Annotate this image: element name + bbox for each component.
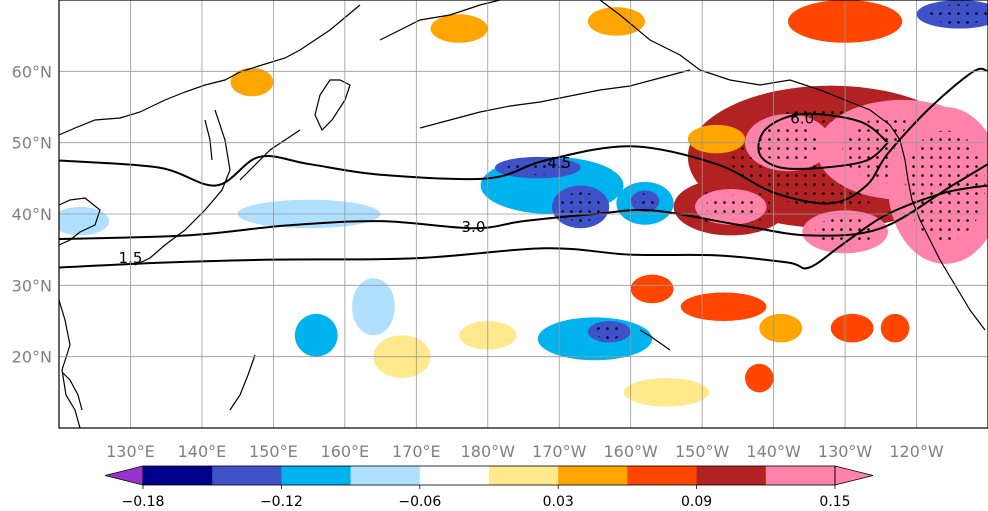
anomaly-patch <box>880 313 910 343</box>
coastline-east-asia <box>59 4 361 136</box>
contour-line-1-5 <box>59 184 988 270</box>
lon-tick-label: 160°E <box>321 442 370 461</box>
lon-tick-label: 170°W <box>532 442 587 461</box>
anomaly-patch <box>680 292 767 321</box>
map-frame <box>58 0 988 429</box>
lon-tick-label: 150°W <box>675 442 730 461</box>
latitude-tick-labels: 20°N 30°N 40°N 50°N 60°N <box>12 62 52 366</box>
lat-tick-label: 20°N <box>12 348 52 367</box>
coastline-layer <box>59 0 986 428</box>
colorbar-segment <box>696 466 767 485</box>
contour-line-6-0 <box>757 112 889 170</box>
longitude-tick-labels: 130°E 140°E 150°E 160°E 170°E 180°W 170°W 160°W… <box>106 442 944 461</box>
coastline-hawaii <box>639 329 671 351</box>
coastline-china-south <box>59 299 81 428</box>
colorbar-tick-label: 0.15 <box>819 494 850 510</box>
coastline-philippines <box>61 371 83 411</box>
lon-tick-label: 130°W <box>818 442 873 461</box>
coastline-japan <box>134 109 231 266</box>
colorbar-tick-label: 0.09 <box>681 494 712 510</box>
contour-line-layer <box>59 67 988 270</box>
coastline-alaska-gulf <box>699 69 901 141</box>
anomaly-shading-layer <box>59 0 988 407</box>
colorbar-segment <box>558 466 628 485</box>
anomaly-patch <box>630 274 674 304</box>
coastline-sakhalin <box>204 119 213 161</box>
colorbar: −0.18 −0.12 −0.06 0.03 0.09 0.15 <box>104 465 874 510</box>
coastline-bering <box>379 0 501 41</box>
colorbar-tick-label: −0.18 <box>122 494 165 510</box>
lon-tick-label: 180°W <box>461 442 516 461</box>
lon-tick-label: 140°W <box>746 442 801 461</box>
anomaly-patch <box>351 278 395 336</box>
lon-tick-label: 170°E <box>392 442 441 461</box>
coastline-kuril-islands <box>239 129 301 181</box>
anomaly-patch <box>830 313 874 343</box>
colorbar-tick-label: −0.06 <box>398 494 441 510</box>
contour-line-3-0 <box>59 163 988 240</box>
grid-layer <box>59 0 988 428</box>
colorbar-segment <box>281 466 352 485</box>
coastline-alaska-north <box>599 0 701 71</box>
anomaly-patch <box>687 124 746 154</box>
significance-stipple <box>634 193 655 209</box>
colorbar-segment <box>143 466 213 485</box>
lon-tick-label: 160°W <box>604 442 659 461</box>
lon-tick-label: 120°W <box>889 442 944 461</box>
colorbar-segment <box>350 466 421 485</box>
anomaly-patch <box>759 313 803 343</box>
anomaly-patch <box>430 14 488 43</box>
lat-tick-label: 60°N <box>12 62 52 81</box>
significance-stipple <box>705 194 756 220</box>
colorbar-segment <box>212 466 282 485</box>
significance-stipple <box>507 160 568 176</box>
anomaly-patch <box>623 378 710 407</box>
anomaly-patch <box>587 7 645 36</box>
anomaly-patch <box>59 206 110 236</box>
colorbar-frame <box>142 465 836 486</box>
colorbar-segment <box>489 466 559 485</box>
colorbar-segment <box>765 466 836 485</box>
significance-stipple <box>594 324 625 340</box>
colorbar-tick-label: −0.12 <box>260 494 303 510</box>
contour-line-4-5 <box>59 67 988 205</box>
colorbar-over-triangle <box>834 465 874 486</box>
lat-tick-label: 40°N <box>12 205 52 224</box>
significance-stipple <box>905 130 986 241</box>
colorbar-segment <box>419 466 490 485</box>
contour-label: 3.0 <box>462 218 486 236</box>
anomaly-patch <box>745 363 774 393</box>
significance-stipple <box>929 4 988 25</box>
anomaly-patch <box>294 313 338 357</box>
lon-tick-label: 150°E <box>249 442 298 461</box>
colorbar-under-triangle <box>104 465 144 486</box>
lat-tick-label: 30°N <box>12 276 52 295</box>
colorbar-tick-label: 0.03 <box>543 494 574 510</box>
lat-tick-label: 50°N <box>12 134 52 153</box>
colorbar-segment <box>627 466 698 485</box>
coastline-north-america-west <box>899 139 986 331</box>
lon-tick-label: 140°E <box>178 442 227 461</box>
coastline-aleutians <box>419 69 691 129</box>
contour-label: 6.0 <box>790 110 814 128</box>
coastline-kamchatka <box>314 79 351 132</box>
anomaly-patch <box>230 67 274 97</box>
coastline-archipelago <box>229 354 256 411</box>
lon-tick-label: 130°E <box>106 442 155 461</box>
